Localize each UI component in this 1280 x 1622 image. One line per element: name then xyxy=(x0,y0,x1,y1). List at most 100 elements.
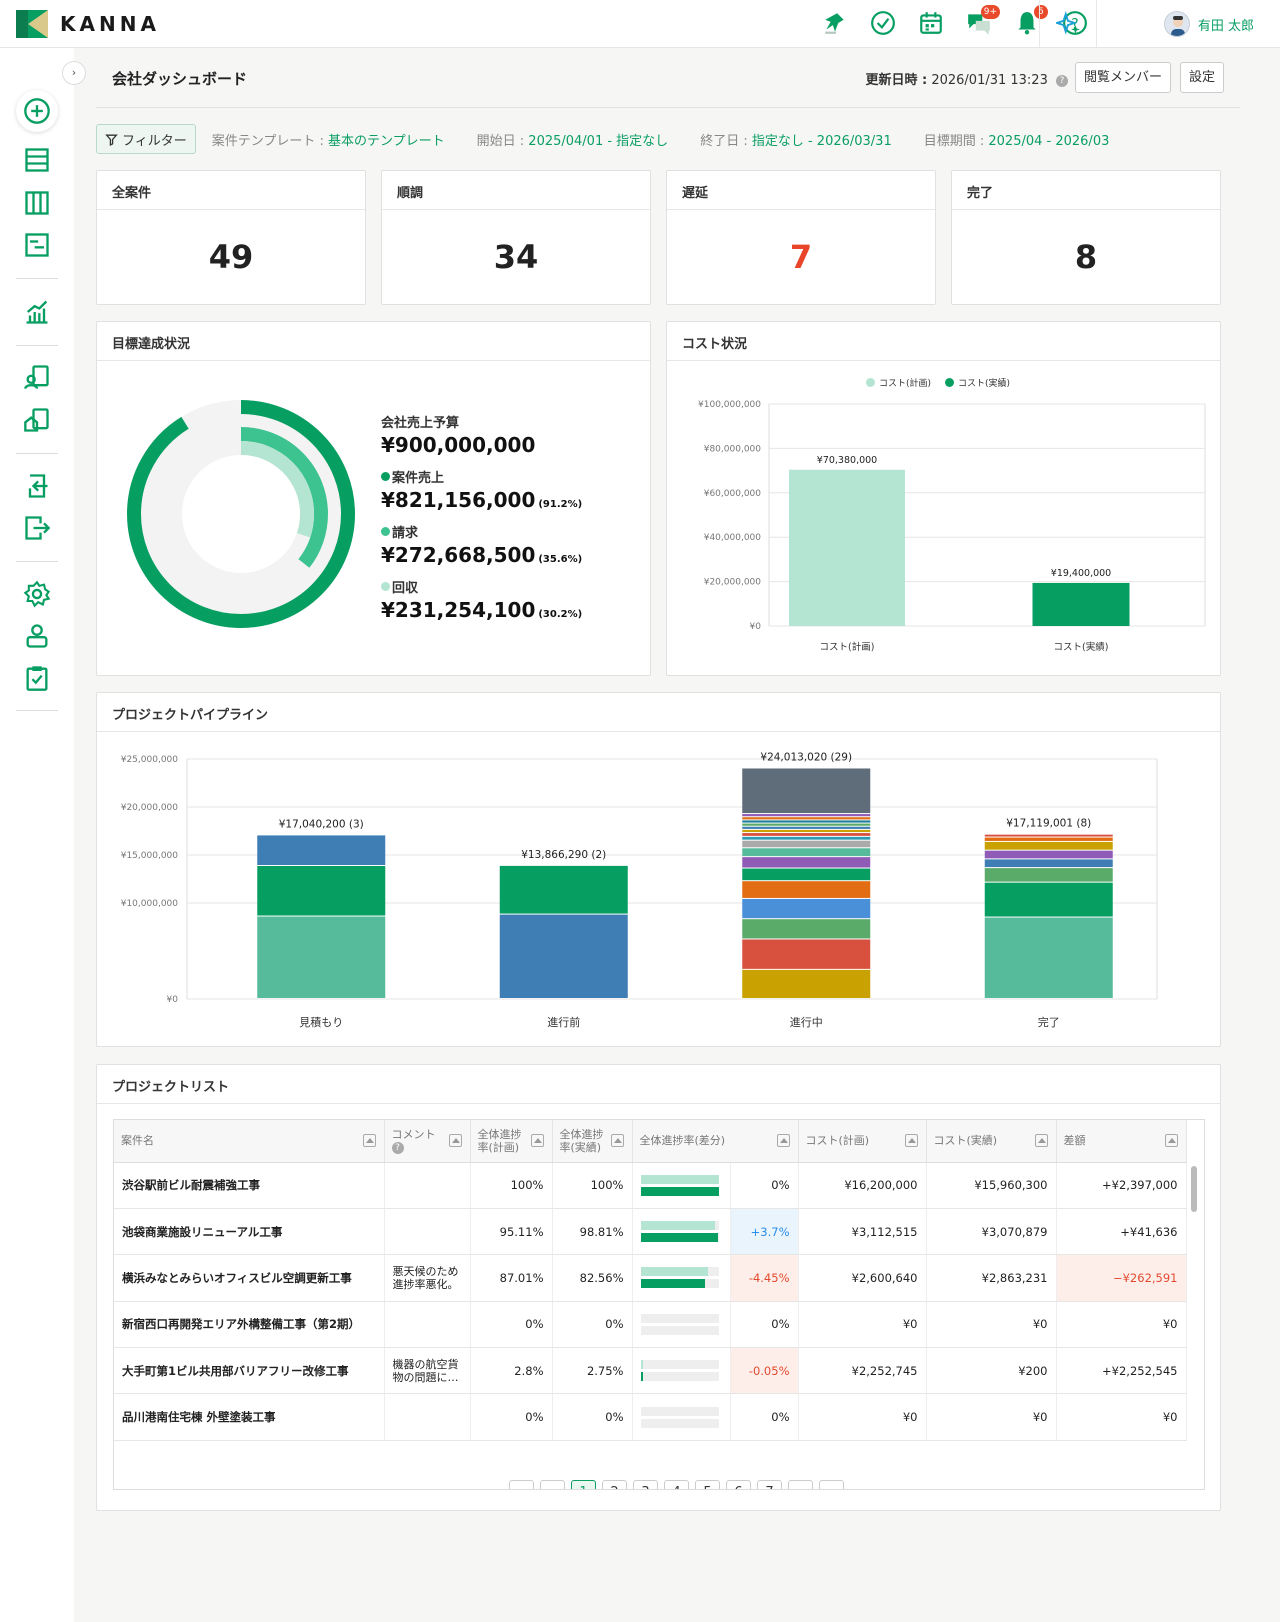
prev-page-icon[interactable]: ‹ xyxy=(540,1480,565,1489)
members-button[interactable]: 閲覧メンバー xyxy=(1075,62,1172,93)
stack-segment[interactable] xyxy=(499,914,628,998)
table-scrollbar[interactable] xyxy=(1189,1162,1201,1442)
page-button[interactable]: 1 xyxy=(571,1480,596,1489)
ai-sparkle-icon[interactable] xyxy=(1054,9,1084,39)
stack-segment[interactable] xyxy=(742,836,871,840)
stamp-icon[interactable] xyxy=(820,8,850,38)
sidebar-customer-icon[interactable] xyxy=(21,361,53,393)
stack-segment[interactable] xyxy=(257,866,386,916)
column-header[interactable]: 全体進捗率(実績) xyxy=(552,1120,633,1163)
stack-segment[interactable] xyxy=(742,833,871,836)
stack-segment[interactable] xyxy=(984,868,1113,882)
legend-item[interactable]: コスト(計画) xyxy=(866,376,931,389)
stack-segment[interactable] xyxy=(742,868,871,881)
sidebar-import-icon[interactable] xyxy=(21,470,53,502)
table-row[interactable]: 横浜みなとみらいオフィスビル空調更新工事 悪天候のため進捗率悪化。 87.01% 82… xyxy=(114,1254,1187,1302)
stack-segment[interactable] xyxy=(742,829,871,833)
stack-segment[interactable] xyxy=(742,881,871,898)
sort-icon[interactable] xyxy=(1034,1134,1048,1147)
help-icon[interactable]: ? xyxy=(1060,8,1090,38)
sidebar-settings-gear-icon[interactable] xyxy=(21,578,53,610)
last-page-icon[interactable]: ⇥ xyxy=(819,1480,844,1489)
page-button[interactable]: 3 xyxy=(633,1480,658,1489)
user-menu[interactable]: 有田 太郎 xyxy=(1163,11,1254,37)
sort-icon[interactable] xyxy=(530,1134,544,1147)
stack-segment[interactable] xyxy=(499,865,628,914)
sidebar-board-icon[interactable] xyxy=(21,187,53,219)
kpi-card-delayed[interactable]: 遅延 7 xyxy=(666,170,936,305)
column-header[interactable]: コスト(実績) xyxy=(926,1120,1057,1163)
sort-icon[interactable] xyxy=(610,1134,624,1147)
table-row[interactable]: 新宿西口再開発エリア外構整備工事（第2期） 0% 0% 0% ¥0 ¥0 ¥0 xyxy=(114,1301,1187,1349)
cost-bar[interactable] xyxy=(789,469,905,626)
legend-item[interactable]: コスト(実績) xyxy=(945,376,1010,389)
page-button[interactable]: 2 xyxy=(602,1480,627,1489)
stack-segment[interactable] xyxy=(742,840,871,848)
stack-segment[interactable] xyxy=(257,916,386,998)
stack-segment[interactable] xyxy=(742,898,871,919)
column-header[interactable]: 差額 xyxy=(1056,1120,1187,1163)
sidebar-property-icon[interactable] xyxy=(21,404,53,436)
stack-segment[interactable] xyxy=(742,823,871,826)
sidebar-list-icon[interactable] xyxy=(21,144,53,176)
stack-segment[interactable] xyxy=(742,768,871,814)
sidebar-user-icon[interactable] xyxy=(21,620,53,652)
stack-segment[interactable] xyxy=(742,820,871,823)
table-row[interactable]: 池袋商業施設リニューアル工事 95.11% 98.81% +3.7% ¥3,112,51… xyxy=(114,1208,1187,1256)
kpi-card-completed[interactable]: 完了 8 xyxy=(951,170,1221,305)
stack-segment[interactable] xyxy=(742,814,871,817)
stack-segment[interactable] xyxy=(257,835,386,866)
column-header[interactable]: 全体進捗率(計画) xyxy=(470,1120,553,1163)
sort-icon[interactable] xyxy=(776,1134,790,1147)
page-button[interactable]: 6 xyxy=(726,1480,751,1489)
filter-template[interactable]: 案件テンプレート : 基本のテンプレート xyxy=(212,130,445,149)
logo[interactable]: KANNA xyxy=(16,10,160,38)
chat-icon[interactable]: 9+ xyxy=(964,5,1000,38)
filter-start[interactable]: 開始日 : 2025/04/01 - 指定なし xyxy=(477,130,669,149)
stack-segment[interactable] xyxy=(742,857,871,868)
table-row[interactable]: 品川港南住宅棟 外壁塗装工事 0% 0% 0% ¥0 ¥0 ¥0 xyxy=(114,1393,1187,1441)
column-header[interactable]: 全体進捗率(差分) xyxy=(632,1120,799,1163)
comment-help-icon[interactable]: ? xyxy=(391,1141,404,1154)
sidebar-expand-chevron-icon[interactable]: › xyxy=(62,61,86,85)
kpi-card-on-track[interactable]: 順調 34 xyxy=(381,170,651,305)
settings-button[interactable]: 設定 xyxy=(1180,62,1225,93)
stack-segment[interactable] xyxy=(984,837,1113,841)
sidebar-add-button[interactable] xyxy=(16,90,58,132)
table-row[interactable]: 大手町第1ビル共用部バリアフリー改修工事 機器の航空貨物の問題に… 2.8% 2.75… xyxy=(114,1347,1187,1395)
column-header[interactable]: 案件名 xyxy=(114,1120,385,1163)
stack-segment[interactable] xyxy=(984,841,1113,850)
page-button[interactable]: 5 xyxy=(695,1480,720,1489)
bell-icon[interactable]: 5 xyxy=(1012,5,1048,38)
sort-icon[interactable] xyxy=(362,1134,376,1147)
stack-segment[interactable] xyxy=(984,882,1113,917)
stack-segment[interactable] xyxy=(984,834,1113,837)
page-button[interactable]: 4 xyxy=(664,1480,689,1489)
stack-segment[interactable] xyxy=(742,939,871,969)
sort-icon[interactable] xyxy=(904,1134,918,1147)
scrollbar-thumb[interactable] xyxy=(1191,1166,1197,1212)
column-header[interactable]: コメント? xyxy=(384,1120,471,1163)
updated-help-icon[interactable]: ? xyxy=(1056,74,1068,87)
sort-icon[interactable] xyxy=(1164,1134,1178,1147)
stack-segment[interactable] xyxy=(984,859,1113,868)
filter-button[interactable]: フィルター xyxy=(96,124,196,154)
next-page-icon[interactable]: › xyxy=(788,1480,813,1489)
sales-arc[interactable] xyxy=(127,400,355,628)
cost-bar[interactable] xyxy=(1032,582,1130,626)
sort-icon[interactable] xyxy=(448,1134,462,1147)
collect-arc[interactable] xyxy=(168,441,314,587)
kpi-card-total[interactable]: 全案件 49 xyxy=(96,170,366,305)
stack-segment[interactable] xyxy=(742,817,871,820)
page-button[interactable]: 7 xyxy=(757,1480,782,1489)
table-row[interactable]: 渋谷駅前ビル耐震補強工事 100% 100% 0% ¥16,200,000 ¥15,960… xyxy=(114,1162,1187,1209)
invoice-arc[interactable] xyxy=(154,427,328,601)
sidebar-clipboard-icon[interactable] xyxy=(21,662,53,694)
filter-period[interactable]: 目標期間 : 2025/04 - 2026/03 xyxy=(924,130,1110,149)
stack-segment[interactable] xyxy=(742,919,871,939)
column-header[interactable]: コスト(計画) xyxy=(798,1120,927,1163)
task-check-icon[interactable] xyxy=(868,8,898,38)
calendar-icon[interactable] xyxy=(916,8,946,38)
stack-segment[interactable] xyxy=(984,917,1113,998)
sidebar-gantt-icon[interactable] xyxy=(21,229,53,261)
